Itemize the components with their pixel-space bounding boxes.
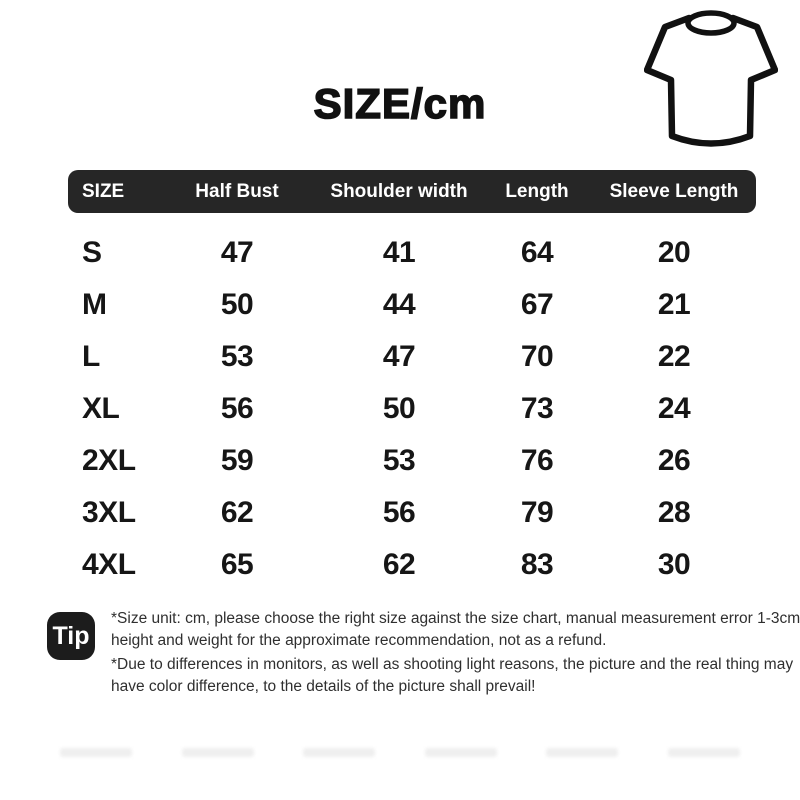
watermark-mark [424, 748, 497, 757]
watermark-mark [181, 748, 254, 757]
tip-section: Tip *Size unit: cm, please choose the ri… [47, 608, 800, 700]
shoulder-value: 50 [382, 392, 416, 425]
size-table: SIZE Half Bust Shoulder width Length Sle… [68, 170, 756, 591]
sleeve-value: 30 [657, 548, 691, 581]
shoulder-value: 62 [382, 548, 416, 581]
sleeve-value: 20 [657, 236, 691, 269]
shoulder-value: 44 [382, 288, 416, 321]
size-label: M [82, 288, 107, 321]
table-row-m: M 50 44 67 21 [68, 279, 756, 331]
length-value: 67 [520, 288, 554, 321]
table-header-row: SIZE Half Bust Shoulder width Length Sle… [68, 170, 756, 213]
sleeve-value: 21 [657, 288, 691, 321]
faint-watermark-row [0, 748, 800, 757]
size-label: 3XL [82, 496, 136, 529]
tip-note-color-difference: *Due to differences in monitors, as well… [111, 654, 800, 698]
header-length: Length [505, 180, 569, 202]
sleeve-value: 24 [657, 392, 691, 425]
size-label: 2XL [82, 444, 136, 477]
shoulder-value: 56 [382, 496, 416, 529]
size-label: L [82, 340, 100, 373]
table-row-3xl: 3XL 62 56 79 28 [68, 487, 756, 539]
half-bust-value: 62 [220, 496, 254, 529]
page-title: SIZE/cm [313, 79, 487, 128]
tip-note-line: *Due to differences in monitors, as well… [111, 656, 794, 673]
half-bust-value: 59 [220, 444, 254, 477]
half-bust-value: 53 [220, 340, 254, 373]
half-bust-value: 50 [220, 288, 254, 321]
watermark-mark [303, 748, 376, 757]
tip-note-line: have color difference, to the details of… [111, 678, 536, 695]
half-bust-value: 65 [220, 548, 254, 581]
table-row-2xl: 2XL 59 53 76 26 [68, 435, 756, 487]
tip-note-line: *Size unit: cm, please choose the right … [111, 610, 800, 627]
size-label: XL [82, 392, 120, 425]
half-bust-value: 56 [220, 392, 254, 425]
length-value: 64 [520, 236, 554, 269]
tip-notes: *Size unit: cm, please choose the right … [111, 608, 800, 700]
tip-note-size-unit: *Size unit: cm, please choose the right … [111, 608, 800, 652]
tip-note-line: height and weight for the approximate re… [111, 632, 607, 649]
half-bust-value: 47 [220, 236, 254, 269]
shoulder-value: 47 [382, 340, 416, 373]
header-sleeve-length: Sleeve Length [609, 180, 739, 202]
size-label: 4XL [82, 548, 136, 581]
tshirt-icon [644, 10, 778, 147]
length-value: 70 [520, 340, 554, 373]
shoulder-value: 41 [382, 236, 416, 269]
table-row-4xl: 4XL 65 62 83 30 [68, 539, 756, 591]
watermark-mark [546, 748, 619, 757]
header-size: SIZE [82, 180, 125, 202]
table-row-l: L 53 47 70 22 [68, 331, 756, 383]
header-half-bust: Half Bust [195, 180, 279, 202]
watermark-mark [667, 748, 740, 757]
length-value: 76 [520, 444, 554, 477]
sleeve-value: 22 [657, 340, 691, 373]
length-value: 83 [520, 548, 554, 581]
watermark-mark [60, 748, 132, 757]
length-value: 73 [520, 392, 554, 425]
sleeve-value: 28 [657, 496, 691, 529]
header-shoulder: Shoulder width [330, 180, 468, 202]
table-body: S 47 41 64 20 M 50 44 67 21 L 53 47 70 2… [68, 227, 756, 591]
tip-badge: Tip [47, 612, 95, 660]
size-label: S [82, 236, 102, 269]
sleeve-value: 26 [657, 444, 691, 477]
table-row-s: S 47 41 64 20 [68, 227, 756, 279]
table-row-xl: XL 56 50 73 24 [68, 383, 756, 435]
length-value: 79 [520, 496, 554, 529]
shoulder-value: 53 [382, 444, 416, 477]
